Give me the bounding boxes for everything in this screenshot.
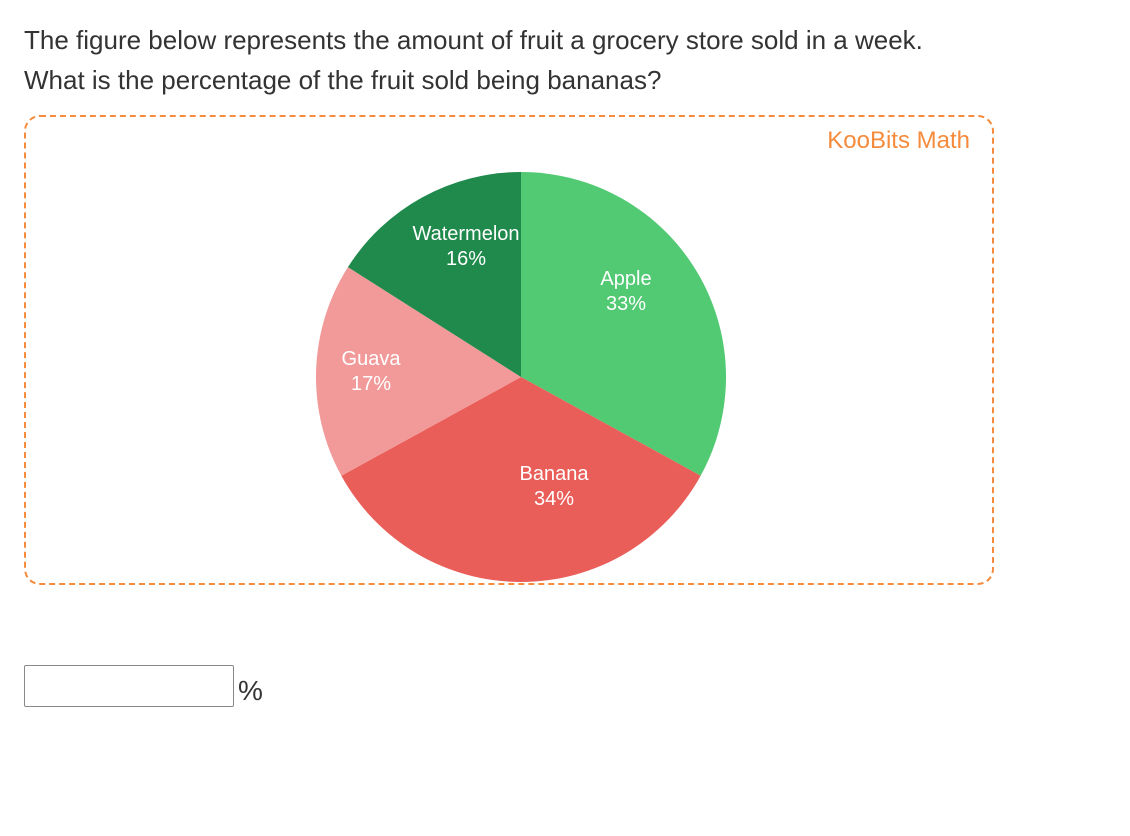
pie-svg <box>306 162 736 592</box>
answer-input[interactable] <box>24 665 234 707</box>
unit-label: % <box>238 677 263 707</box>
answer-row: % <box>24 665 1106 707</box>
watermark: KooBits Math <box>827 127 970 155</box>
figure-container: KooBits Math Apple33%Banana34%Guava17%Wa… <box>24 115 994 585</box>
pie-chart: Apple33%Banana34%Guava17%Watermelon16% <box>306 162 736 592</box>
question-line-2: What is the percentage of the fruit sold… <box>24 65 661 95</box>
question-line-1: The figure below represents the amount o… <box>24 25 923 55</box>
question-text: The figure below represents the amount o… <box>24 20 1106 101</box>
